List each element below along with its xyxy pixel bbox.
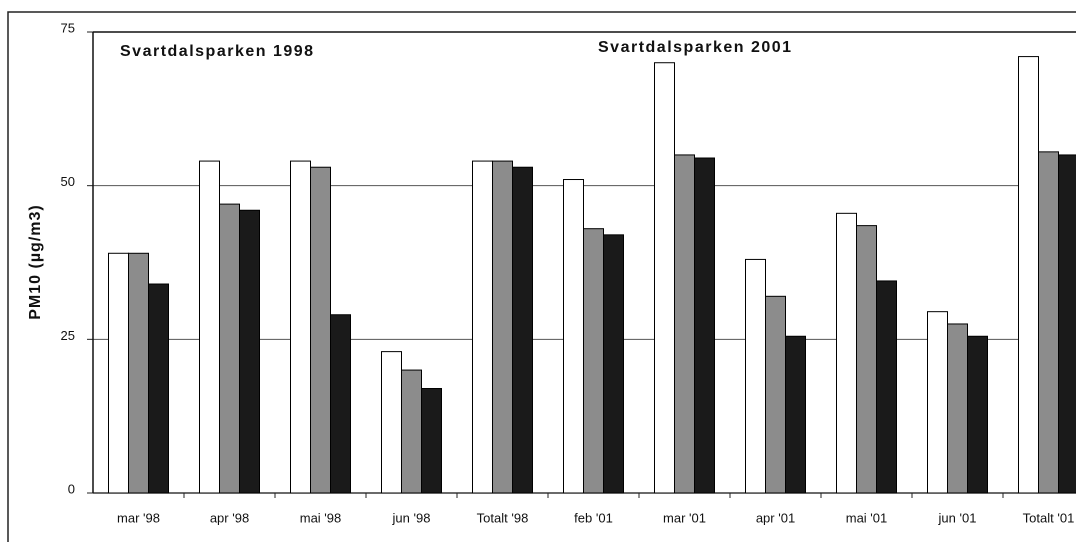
bar	[836, 212, 857, 494]
x-tick-label: feb '01	[574, 510, 613, 525]
frame	[7, 11, 1076, 542]
x-tick-label: Totalt '98	[477, 510, 529, 525]
bar	[947, 323, 968, 494]
y-tick-label: 0	[68, 481, 75, 496]
bar	[674, 154, 695, 494]
bar	[330, 314, 351, 494]
x-tick-label: apr '98	[210, 510, 249, 525]
bar	[563, 179, 584, 494]
x-tick-label: mar '01	[663, 510, 706, 525]
bar	[310, 166, 331, 494]
bar	[927, 311, 948, 494]
bar	[239, 209, 260, 494]
x-tick-label: Totalt '01	[1023, 510, 1075, 525]
bar	[603, 234, 624, 494]
bar	[1018, 56, 1039, 494]
y-tick-label: 75	[61, 20, 75, 35]
annotation: Svartdalsparken 2001	[598, 39, 793, 56]
x-tick-label: mar '98	[117, 510, 160, 525]
bar	[219, 203, 240, 494]
bar	[512, 166, 533, 494]
y-axis-label: PM10 (µg/m3)	[27, 204, 44, 319]
bar	[785, 335, 806, 494]
bar	[381, 351, 402, 494]
bar	[1058, 154, 1076, 494]
x-tick-label: jun '98	[392, 510, 431, 525]
bar	[128, 252, 149, 494]
y-tick-label: 50	[61, 174, 75, 189]
bar	[694, 157, 715, 494]
x-tick-label: jun '01	[938, 510, 977, 525]
bar	[745, 258, 766, 494]
bar	[765, 295, 786, 494]
bar	[401, 369, 422, 494]
bar	[290, 160, 311, 494]
bar	[421, 388, 442, 494]
bar	[876, 280, 897, 494]
annotation: Svartdalsparken 1998	[120, 43, 315, 60]
bar	[492, 160, 513, 494]
bar	[583, 228, 604, 494]
x-tick-label: apr '01	[756, 510, 795, 525]
bar	[108, 252, 129, 494]
bar	[472, 160, 493, 494]
bar	[1038, 151, 1059, 494]
bar	[967, 335, 988, 494]
x-tick-label: mai '98	[300, 510, 342, 525]
x-tick-label: mai '01	[846, 510, 888, 525]
bar	[654, 62, 675, 494]
bar	[199, 160, 220, 494]
bar	[148, 283, 169, 494]
y-tick-label: 25	[61, 328, 75, 343]
bar	[856, 225, 877, 494]
